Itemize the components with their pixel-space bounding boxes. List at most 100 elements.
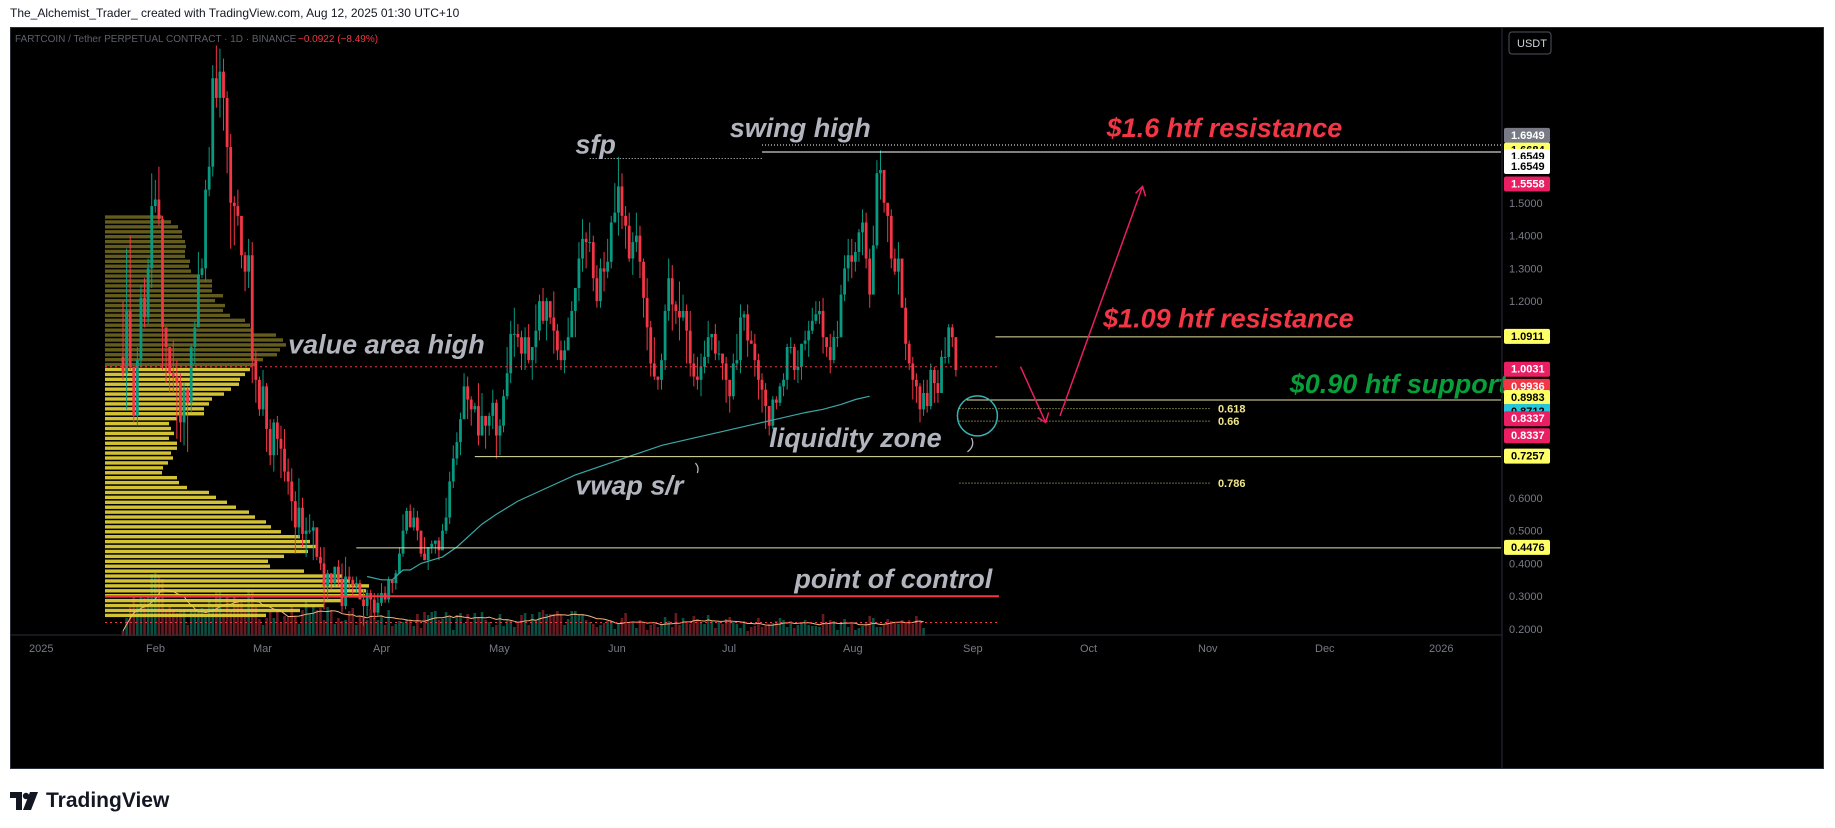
volume-profile-row	[105, 239, 185, 244]
volume-bar	[523, 613, 527, 636]
time-tick: 2026	[1429, 643, 1453, 655]
volume-profile-row	[105, 485, 187, 490]
volume-profile-row	[105, 230, 182, 234]
candle-body	[387, 579, 391, 600]
volume-bar	[136, 605, 139, 636]
candle-body	[516, 333, 520, 338]
volume-profile-row	[105, 392, 224, 396]
volume-bar	[179, 612, 182, 636]
candle-body	[602, 268, 606, 272]
volume-bar	[261, 625, 265, 636]
time-tick: Feb	[146, 643, 165, 655]
candle-body	[627, 225, 631, 259]
price-tick: 0.6000	[1509, 493, 1543, 505]
volume-bar	[818, 627, 821, 636]
volume-bar	[383, 625, 387, 636]
price-label-text: 0.8983	[1511, 392, 1545, 404]
candle-body	[527, 337, 531, 361]
volume-profile-row	[105, 244, 186, 249]
candle-body	[839, 294, 843, 338]
candle-body	[229, 147, 233, 203]
volume-bar	[161, 579, 164, 636]
volume-bar	[333, 624, 337, 636]
volume-bar	[685, 623, 688, 636]
volume-bar	[171, 609, 175, 636]
volume-bar	[642, 623, 645, 636]
volume-bar	[631, 623, 635, 636]
volume-bar	[832, 621, 836, 636]
volume-bar	[175, 613, 179, 636]
volume-bar	[434, 611, 437, 636]
volume-profile-row	[105, 220, 171, 224]
candle-body	[900, 258, 904, 308]
volume-bar	[620, 618, 624, 636]
candle-body	[477, 406, 480, 436]
volume-profile-row	[105, 603, 324, 608]
volume-bar	[121, 631, 125, 636]
volume-profile-row	[105, 235, 182, 239]
candle-body	[157, 199, 161, 220]
volume-profile-row	[105, 323, 250, 327]
vwap-line	[366, 395, 870, 581]
candle-body	[563, 350, 566, 361]
volume-bar	[674, 613, 678, 636]
volume-profile-row	[105, 274, 200, 278]
candle-body	[337, 566, 340, 580]
candle-body	[250, 255, 254, 361]
volume-profile-row	[105, 294, 223, 298]
volume-bar	[294, 616, 297, 636]
volume-bar	[394, 624, 398, 636]
candle-body	[914, 379, 918, 387]
candle-body	[850, 255, 854, 262]
volume-profile-row	[105, 397, 212, 401]
candle-body	[459, 419, 462, 443]
candle-body	[749, 340, 753, 344]
volume-profile-row	[105, 446, 177, 450]
candle-body	[275, 422, 279, 439]
volume-profile-row	[105, 574, 342, 578]
candle-body	[864, 222, 868, 259]
symbol-info: FARTCOIN / Tether PERPETUAL CONTRACT · 1…	[15, 34, 297, 45]
volume-bar	[358, 616, 362, 636]
candle-body	[494, 402, 498, 436]
volume-bar	[416, 614, 419, 636]
volume-bar	[606, 621, 609, 636]
volume-bar	[907, 620, 911, 636]
chart-caption: The_Alchemist_Trader_ created with Tradi…	[10, 6, 460, 20]
candle-body	[214, 78, 218, 98]
volume-bar	[846, 627, 850, 636]
volume-bar	[556, 611, 559, 636]
currency-button-label: USDT	[1517, 38, 1547, 50]
volume-profile-row	[105, 333, 276, 337]
candle-body	[728, 379, 732, 397]
candle-body	[617, 186, 620, 213]
volume-bar	[186, 625, 189, 636]
volume-profile-row	[105, 559, 268, 563]
candle-body	[207, 166, 211, 190]
volume-profile-row	[105, 584, 369, 588]
price-label-badge	[1504, 127, 1550, 143]
candle-body	[502, 396, 505, 426]
volume-bar	[696, 619, 699, 636]
volume-bar	[498, 614, 502, 636]
candle-body	[767, 406, 771, 426]
candle-body	[681, 310, 685, 318]
chart-frame: 0.618 0.66 0.786 sfp swing high $1.6 htf res…	[10, 27, 1824, 769]
volume-bar	[574, 611, 577, 636]
candle-body	[225, 97, 229, 148]
volume-profile-row	[105, 530, 281, 534]
candle-body	[146, 268, 150, 318]
volume-bar	[653, 624, 656, 636]
candle-body	[879, 170, 882, 174]
volume-bar	[538, 612, 541, 636]
candle-body	[785, 347, 789, 380]
volume-bar	[581, 614, 584, 636]
volume-bar	[459, 613, 462, 636]
volume-bar	[757, 618, 760, 636]
price-label-badge	[1504, 448, 1550, 464]
volume-bar	[376, 620, 380, 636]
candle-body	[588, 242, 592, 244]
volume-bar	[692, 616, 696, 636]
candle-body	[293, 501, 297, 528]
